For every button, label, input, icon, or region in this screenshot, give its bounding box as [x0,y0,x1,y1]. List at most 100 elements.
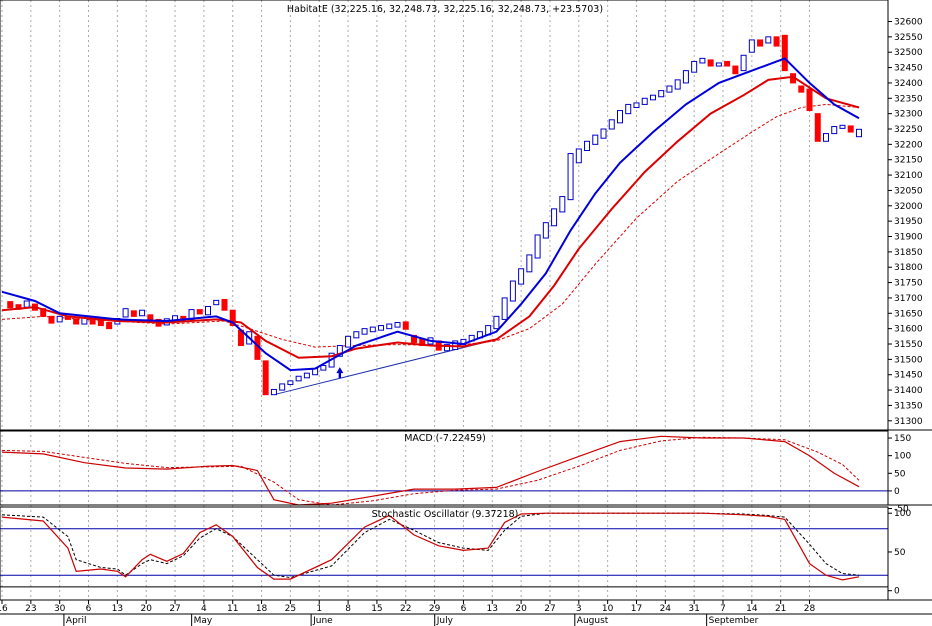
candle-down [147,314,154,320]
price-tick-label: 31400 [894,386,923,396]
price-tick-label: 31550 [894,340,923,350]
day-label: 22 [400,604,411,614]
price-tick-label: 31700 [894,294,923,304]
candle-down [773,36,780,47]
day-label: 20 [515,604,527,614]
month-label: May [194,616,213,626]
price-tick-label: 31800 [894,263,923,273]
candle-down [757,39,764,47]
macd-title: MACD (-7.22459) [404,433,486,444]
candle-down [402,321,409,330]
moving-average-long [1,103,860,348]
candle-down [798,85,805,93]
price-tick-label: 32400 [894,79,923,89]
price-tick-label: 31600 [894,325,923,335]
candle-up [56,315,63,323]
macd-tick-label: 150 [894,434,911,444]
candle-up [353,331,360,339]
price-tick-label: 32500 [894,48,923,58]
candle-up [501,297,508,320]
candle-up [584,140,591,152]
month-label: July [436,616,454,626]
day-label: 29 [429,604,441,614]
month-label: September [709,616,759,626]
price-tick-label: 31500 [894,355,923,365]
candle-down [847,125,854,133]
stochastic-tick-label: 100 [894,509,911,519]
candle-up [600,128,607,139]
stochastic-title: Stochastic Oscillator (9.37218) [372,509,519,520]
candle-up [122,308,129,318]
month-label: April [66,616,87,626]
candle-down [707,59,714,67]
price-tick-label: 32300 [894,110,923,120]
candle-up [336,345,343,357]
day-label: 7 [720,604,726,614]
day-label: 11 [227,604,238,614]
price-tick-label: 32550 [894,33,923,43]
day-label: 18 [256,604,268,614]
candle-up [617,110,623,124]
candle-up [691,60,698,73]
candle-up [592,134,599,145]
day-label: 4 [201,604,207,614]
candle-up [674,79,681,90]
candle-down [262,360,269,396]
candle-up [575,148,582,164]
candle-up [649,94,656,101]
candle-up [625,103,632,115]
candle-up [715,62,722,67]
candle-up [139,309,146,317]
candle-up [270,388,277,396]
macd-tick-label: 0 [894,487,900,497]
candle-up [361,328,368,335]
candle-up [287,380,294,386]
macd-panel: 150 100 50 0 -50 [0,434,911,515]
candle-up [765,36,772,44]
candle-up [633,102,640,109]
day-label: 6 [461,604,467,614]
candle-up [658,90,665,98]
day-label: 31 [688,604,699,614]
candle-up [493,315,500,330]
day-label: 28 [804,604,816,614]
candle-down [229,309,236,327]
candle-up [567,153,574,201]
moving-average-red [1,75,860,359]
stochastic-tick-label: 0 [894,587,900,597]
price-tick-label: 31350 [894,401,923,411]
day-label: 30 [54,604,66,614]
moving-average-blue [1,57,860,372]
price-panel: 31300 31350 31400 31450 31500 31550 31600 31650… [1,18,923,427]
price-tick-label: 31900 [894,233,923,243]
stochastic-d-line [1,512,860,579]
candle-up [641,97,648,105]
candle-up [666,85,673,93]
candle-down [781,34,788,72]
price-tick-label: 31300 [894,417,923,427]
candle-up [534,234,541,259]
candle-up [443,344,450,352]
candle-up [378,325,385,331]
candle-up [559,196,566,213]
day-label: 8 [345,604,351,614]
candle-up [551,208,558,227]
candle-up [518,268,525,285]
day-label: 3 [576,604,582,614]
month-label: June [312,616,333,626]
candle-up [831,126,838,135]
day-label: 25 [285,604,296,614]
day-label: 27 [169,604,180,614]
arrow-up-icon [336,367,344,379]
day-label: 27 [544,604,555,614]
month-label: August [577,616,609,626]
macd-tick-label: -50 [894,505,909,515]
trendline [273,338,497,396]
candle-down [196,309,203,315]
stochastic-tick-label: 50 [894,548,906,558]
candle-down [89,319,96,325]
day-label: 17 [631,604,642,614]
candle-up [23,300,30,308]
price-tick-label: 31750 [894,279,923,289]
